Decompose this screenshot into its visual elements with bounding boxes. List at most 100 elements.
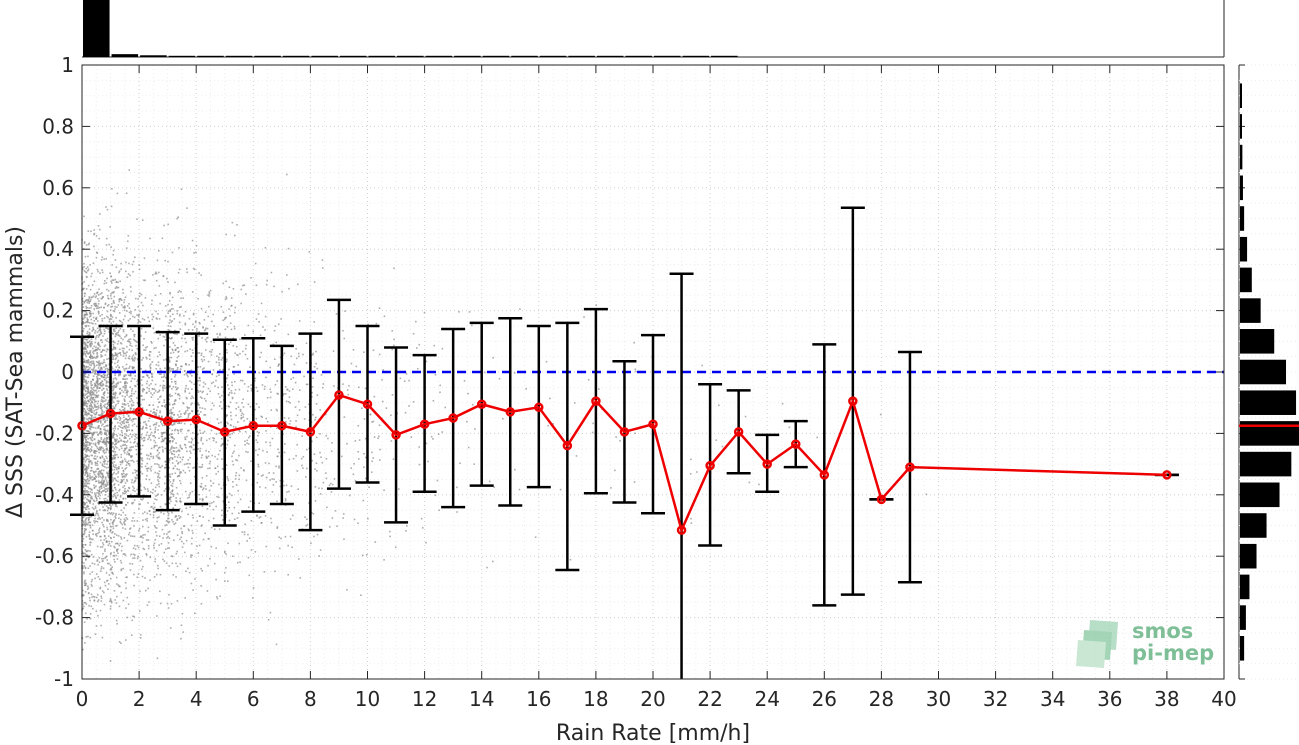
scatter-point — [117, 552, 119, 554]
scatter-point — [134, 490, 136, 492]
scatter-point — [152, 457, 155, 460]
scatter-point — [94, 330, 97, 332]
scatter-point — [133, 316, 136, 319]
scatter-point — [93, 484, 95, 487]
scatter-point — [119, 496, 122, 498]
scatter-point — [90, 371, 93, 374]
scatter-point — [99, 546, 102, 548]
scatter-point — [102, 383, 105, 386]
scatter-point — [164, 404, 167, 406]
scatter-point — [93, 293, 96, 295]
scatter-point — [164, 524, 166, 527]
scatter-point — [169, 325, 172, 328]
scatter-point — [94, 464, 97, 466]
scatter-point — [112, 531, 114, 533]
scatter-point — [151, 505, 153, 508]
scatter-point — [99, 293, 102, 295]
scatter-point — [201, 488, 204, 491]
scatter-point — [167, 325, 170, 327]
scatter-point — [138, 264, 141, 266]
scatter-point — [126, 480, 129, 482]
scatter-point — [140, 335, 142, 337]
scatter-point — [219, 353, 221, 355]
scatter-point — [92, 347, 94, 350]
scatter-point — [173, 453, 176, 456]
scatter-point — [109, 530, 112, 533]
scatter-point — [277, 323, 280, 326]
scatter-point — [176, 422, 179, 424]
scatter-point — [238, 542, 241, 545]
scatter-point — [132, 517, 134, 519]
scatter-point — [157, 361, 160, 363]
scatter-point — [94, 302, 96, 305]
scatter-point — [258, 371, 261, 374]
scatter-point — [91, 426, 93, 429]
scatter-point — [196, 328, 198, 330]
scatter-point — [217, 336, 219, 338]
scatter-point — [181, 510, 183, 513]
scatter-point — [118, 517, 120, 520]
scatter-point — [117, 359, 120, 362]
scatter-point — [119, 298, 122, 301]
scatter-point — [109, 529, 112, 532]
scatter-point — [288, 423, 291, 425]
scatter-point — [172, 480, 175, 482]
scatter-point — [119, 417, 122, 419]
scatter-point — [104, 302, 107, 305]
scatter-point — [116, 480, 119, 483]
scatter-point — [118, 312, 121, 314]
scatter-point — [84, 590, 87, 593]
scatter-point — [136, 358, 139, 360]
scatter-point — [132, 260, 135, 263]
scatter-point — [138, 295, 141, 297]
scatter-point — [159, 590, 161, 593]
scatter-point — [258, 320, 260, 323]
scatter-point — [154, 271, 157, 274]
scatter-point — [136, 341, 138, 343]
scatter-point — [94, 405, 96, 408]
scatter-point — [114, 416, 117, 419]
scatter-point — [92, 391, 94, 393]
scatter-point — [128, 533, 130, 536]
scatter-point — [114, 456, 117, 459]
scatter-point — [175, 442, 177, 444]
scatter-point — [82, 347, 85, 350]
scatter-point — [153, 445, 156, 447]
scatter-point — [92, 369, 94, 371]
scatter-point — [216, 597, 219, 600]
scatter-point — [92, 556, 95, 558]
scatter-point — [92, 432, 95, 435]
scatter-point — [172, 368, 174, 370]
scatter-point — [118, 373, 120, 376]
scatter-point — [105, 407, 108, 410]
scatter-point — [103, 461, 106, 463]
scatter-point — [180, 291, 182, 293]
scatter-point — [226, 351, 228, 354]
scatter-point — [101, 368, 103, 370]
scatter-point — [87, 444, 89, 446]
scatter-point — [99, 331, 102, 334]
scatter-point — [142, 410, 145, 412]
scatter-point — [122, 406, 124, 408]
scatter-point — [87, 360, 89, 363]
scatter-point — [144, 533, 146, 536]
scatter-point — [124, 460, 127, 462]
scatter-point — [155, 455, 158, 457]
scatter-point — [208, 519, 210, 522]
scatter-point — [83, 464, 86, 467]
scatter-point — [121, 420, 123, 423]
scatter-point — [199, 390, 202, 392]
scatter-point — [232, 345, 235, 347]
scatter-point — [134, 369, 136, 372]
scatter-point — [134, 375, 137, 377]
scatter-point — [123, 299, 126, 301]
scatter-point — [104, 303, 107, 306]
scatter-point — [175, 515, 177, 517]
scatter-point — [211, 320, 213, 323]
scatter-point — [122, 306, 124, 309]
scatter-point — [156, 318, 158, 320]
scatter-point — [83, 313, 86, 316]
scatter-point — [102, 376, 105, 379]
scatter-point — [133, 557, 136, 559]
scatter-point — [142, 537, 144, 539]
